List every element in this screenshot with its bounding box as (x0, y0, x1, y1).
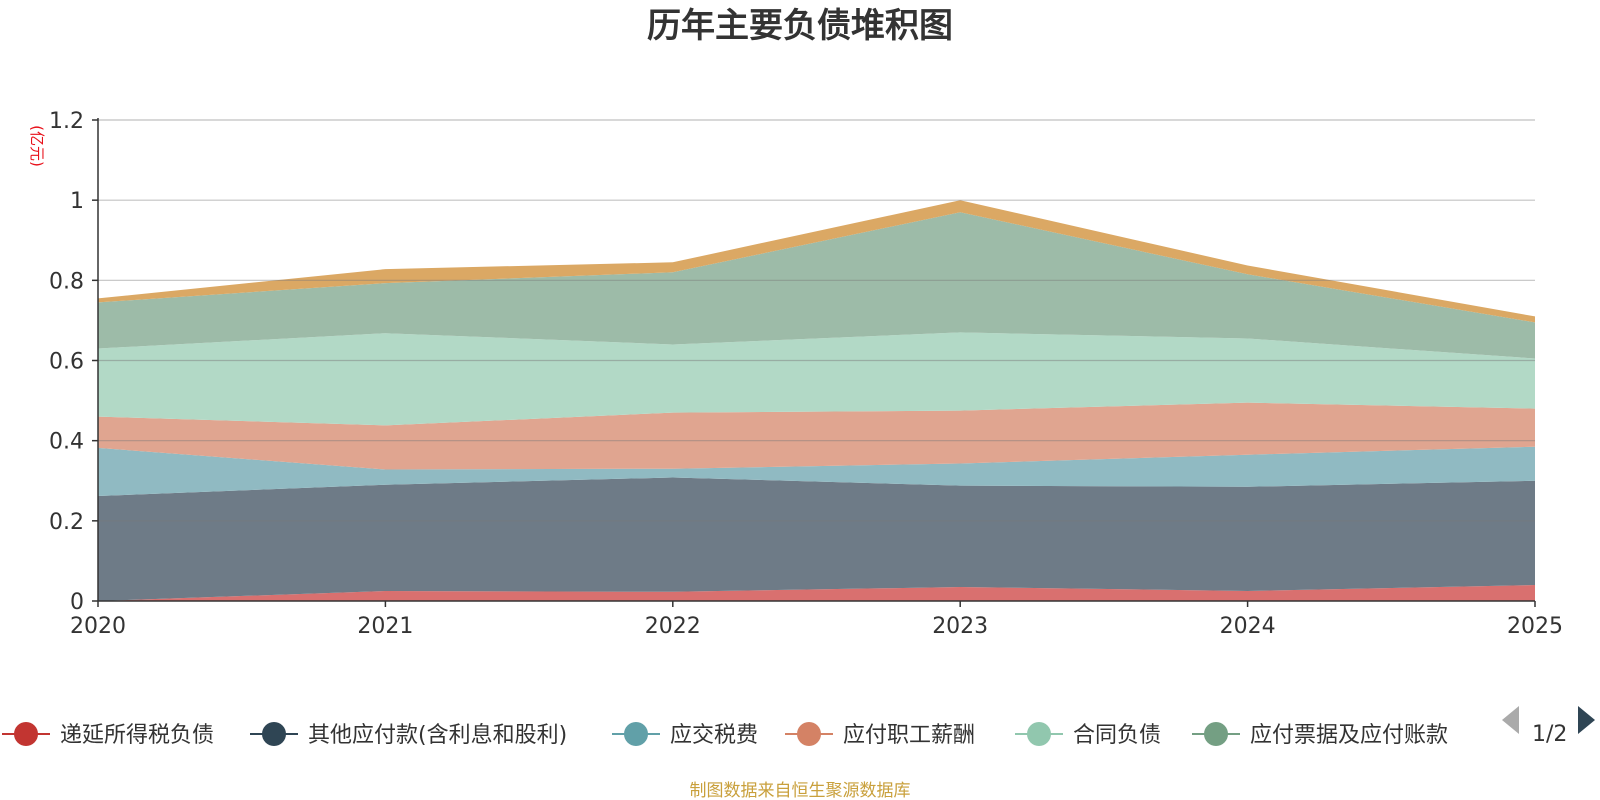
legend-marker-icon (1027, 722, 1051, 746)
legend-label: 合同负债 (1073, 723, 1161, 748)
legend[interactable]: 递延所得税负债 其他应付款(含利息和股利) 应交税费 应付职工薪酬 合同负债 应付票据及应… (2, 722, 1448, 748)
y-tick-label: 0.6 (49, 350, 84, 375)
legend-item[interactable]: 其他应付款(含利息和股利) (250, 722, 567, 748)
area-series-1 (98, 477, 1535, 601)
y-axis-unit-label: (亿元) (28, 125, 46, 167)
legend-marker-icon (797, 722, 821, 746)
legend-label: 递延所得税负债 (60, 723, 214, 748)
legend-label: 应交税费 (670, 723, 758, 748)
x-tick-label: 2020 (70, 614, 126, 639)
legend-label: 其他应付款(含利息和股利) (308, 723, 567, 748)
data-source-note: 制图数据来自恒生聚源数据库 (690, 781, 911, 800)
x-tick-label: 2022 (645, 614, 701, 639)
legend-item[interactable]: 应交税费 (612, 722, 758, 748)
x-tick-label: 2021 (357, 614, 413, 639)
legend-page-indicator: 1/2 (1532, 722, 1567, 747)
legend-marker-icon (1204, 722, 1228, 746)
legend-item[interactable]: 递延所得税负债 (2, 722, 214, 748)
legend-prev-page-icon[interactable] (1502, 706, 1519, 734)
x-tick-label: 2023 (932, 614, 988, 639)
y-tick-label: 1 (70, 189, 84, 214)
legend-marker-icon (14, 722, 38, 746)
x-tick-label: 2024 (1220, 614, 1276, 639)
legend-label: 应付职工薪酬 (843, 723, 975, 748)
y-tick-label: 0.4 (49, 430, 84, 455)
legend-item[interactable]: 应付职工薪酬 (785, 722, 975, 748)
legend-item[interactable]: 合同负债 (1015, 722, 1161, 748)
legend-item[interactable]: 应付票据及应付账款 (1192, 722, 1448, 748)
axes: 0 0.2 0.4 0.6 0.8 1 1.2 2020 2021 2022 2023 2024 202… (49, 109, 1563, 639)
y-tick-label: 0 (70, 590, 84, 615)
y-tick-label: 1.2 (49, 109, 84, 134)
area-series-5 (98, 212, 1535, 359)
legend-label: 应付票据及应付账款 (1250, 723, 1448, 748)
area-series-0 (98, 585, 1535, 601)
area-series-2 (98, 446, 1535, 496)
legend-marker-icon (624, 722, 648, 746)
area-layers (98, 200, 1535, 601)
area-series-3 (98, 402, 1535, 470)
area-series-4 (98, 332, 1535, 426)
y-tick-label: 0.2 (49, 510, 84, 535)
legend-marker-icon (262, 722, 286, 746)
x-tick-label: 2025 (1507, 614, 1563, 639)
legend-next-page-icon[interactable] (1578, 706, 1595, 734)
legend-pager[interactable]: 1/2 (1502, 706, 1595, 747)
y-tick-label: 0.8 (49, 269, 84, 294)
chart-title: 历年主要负债堆积图 (647, 6, 953, 46)
grid-lines (98, 119, 1535, 522)
